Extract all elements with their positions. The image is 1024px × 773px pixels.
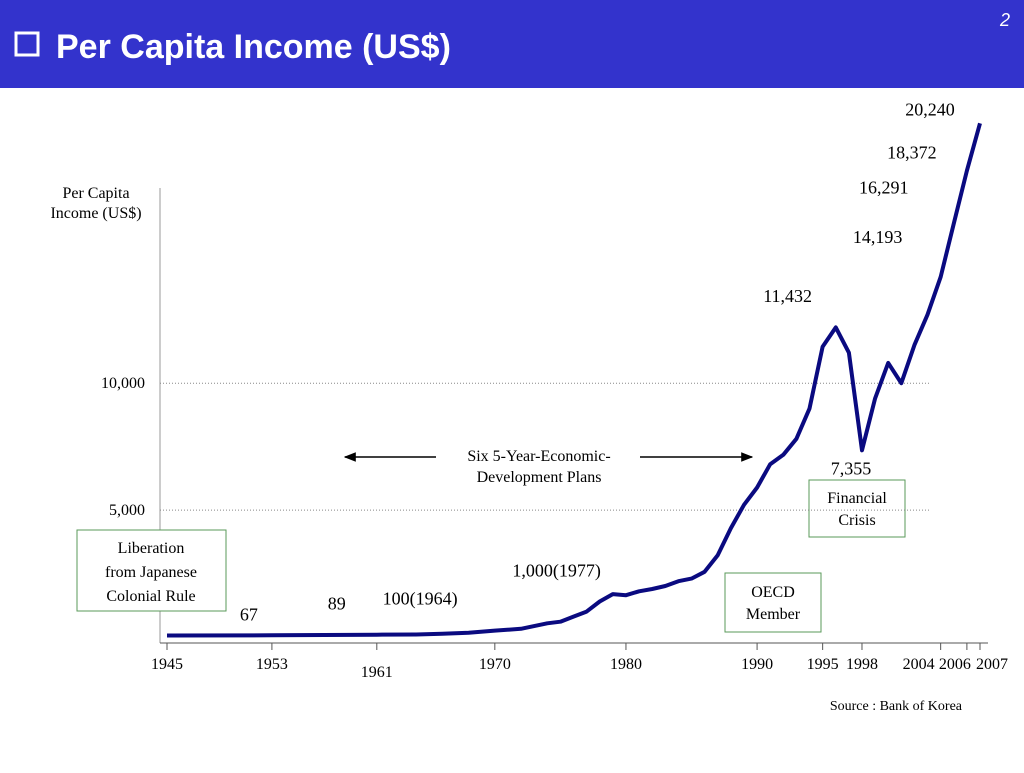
annotation: OECD Member: [746, 584, 801, 623]
data-label: 89: [328, 594, 346, 614]
x-tick-label: 1995: [807, 656, 839, 673]
annotation-line: OECD: [751, 584, 795, 601]
x-tick-label: 1998: [846, 656, 878, 673]
x-tick-label: 1970: [479, 656, 511, 673]
x-tick-label: 1961: [361, 664, 393, 681]
data-line: [166, 122, 982, 638]
data-label: 16,291: [859, 178, 909, 198]
x-tick-label: 2007: [976, 656, 1008, 673]
data-label: 100(1964): [383, 588, 458, 609]
data-label: 11,432: [763, 286, 812, 306]
page-number: 2: [999, 10, 1010, 30]
annotation-line: Six 5-Year-Economic-: [467, 448, 610, 465]
x-tick-label: 2006: [939, 656, 971, 673]
data-label: 1,000(1977): [512, 561, 601, 582]
header-bar: [0, 0, 1024, 88]
y-tick-label: 10,000: [101, 375, 145, 392]
x-tick-label: 2004: [903, 656, 935, 673]
annotation-line: Liberation: [118, 540, 185, 557]
title-bullet: [14, 31, 40, 57]
annotation-box: [76, 529, 227, 612]
annotation: Liberation from Japanese Colonial Rule: [105, 540, 197, 605]
annotation-line: from Japanese: [105, 564, 197, 581]
annotation: Six 5-Year-Economic- Development Plans: [467, 448, 610, 486]
data-label: 67: [240, 604, 258, 624]
y-axis-label-line: Per Capita: [62, 185, 129, 202]
annotation-line: Member: [746, 606, 801, 623]
data-label: 20,240: [905, 99, 955, 119]
x-tick-label: 1945: [151, 656, 183, 673]
annotation-line: Financial: [827, 490, 887, 507]
annotation: Financial Crisis: [827, 490, 887, 529]
annotation-line: Colonial Rule: [106, 588, 195, 605]
annotation-line: Development Plans: [477, 469, 602, 486]
data-label: 7,355: [831, 458, 872, 478]
annotation-box: [724, 572, 822, 633]
annotation-line: Crisis: [838, 512, 875, 529]
data-label: 14,193: [853, 227, 903, 247]
x-tick-label: 1990: [741, 656, 773, 673]
source-note: Source : Bank of Korea: [830, 699, 963, 714]
slide-title: Per Capita Income (US$): [56, 28, 451, 66]
annotation-box: [808, 479, 906, 538]
x-tick-label: 1980: [610, 656, 642, 673]
y-tick-label: 5,000: [109, 502, 145, 519]
x-tick-label: 1953: [256, 656, 288, 673]
y-axis-label-line: Income (US$): [50, 205, 141, 222]
y-axis-label: Per Capita Income (US$): [50, 185, 141, 222]
data-label: 18,372: [887, 143, 937, 163]
